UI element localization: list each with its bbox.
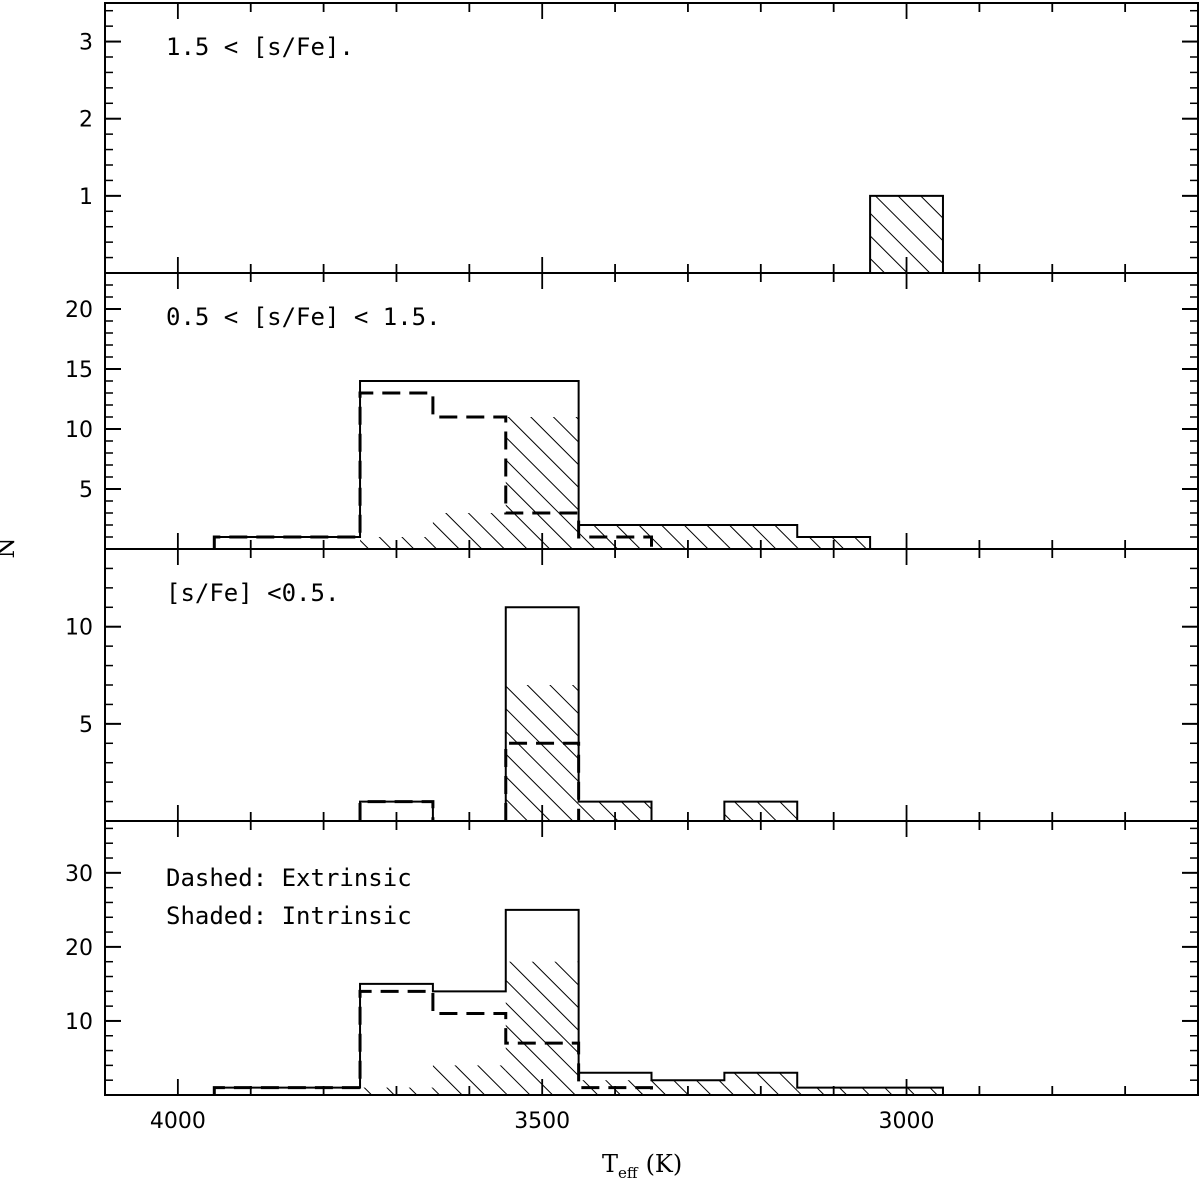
total-histogram: [504, 606, 653, 821]
extrinsic-histogram: [212, 391, 653, 549]
x-tick-label: 3500: [514, 1109, 570, 1134]
intrinsic-bar: [505, 685, 579, 821]
y-tick-label: 20: [65, 298, 93, 323]
intrinsic-bar: [505, 417, 579, 549]
x-tick-label: 3000: [879, 1109, 935, 1134]
intrinsic-bar: [578, 801, 652, 821]
y-axis-label: N: [0, 538, 20, 559]
panel-label: 1.5 < [s/Fe].: [166, 33, 354, 61]
x-tick-label: 4000: [150, 1109, 206, 1134]
panel-label: 0.5 < [s/Fe] < 1.5.: [166, 303, 441, 331]
axes-layer: 1 2 3 1.5 < [s/Fe]. 5 10 15 20 0.5 < [s/Fe] < 1.…: [65, 2, 1199, 1134]
panel-frame-4: [104, 820, 1199, 1096]
y-tick-label: 3: [79, 31, 93, 56]
panel-4: [212, 908, 944, 1095]
panel-label-2: Shaded: Intrinsic: [166, 902, 412, 930]
y-tick-label: 20: [65, 936, 93, 961]
y-tick-label: 2: [79, 108, 93, 133]
y-tick-label: 5: [79, 713, 93, 738]
y-tick-label: 15: [65, 358, 93, 383]
extrinsic-histogram: [504, 741, 581, 821]
x-axis-label-unit: (K): [646, 1150, 683, 1178]
panel-3: [358, 606, 799, 821]
y-tick-label: 10: [65, 616, 93, 641]
panel-label: [s/Fe] <0.5.: [166, 579, 339, 607]
extrinsic-histogram: [212, 989, 653, 1095]
total-histogram: [723, 800, 799, 821]
intrinsic-bar: [724, 801, 798, 821]
y-tick-label: 10: [65, 1010, 93, 1035]
y-tick-label: 1: [79, 185, 93, 210]
x-axis-label-sub: eff: [618, 1164, 639, 1181]
panel-label: Dashed: Extrinsic: [166, 864, 412, 892]
panel-2: [212, 380, 872, 549]
x-axis-label: Teff (K): [602, 1150, 682, 1181]
y-tick-label: 5: [79, 478, 93, 503]
intrinsic-bar: [724, 1072, 798, 1095]
y-tick-label: 30: [65, 862, 93, 887]
total-histogram: [213, 908, 944, 1095]
y-tick-label: 10: [65, 418, 93, 443]
x-axis-label-main: T: [602, 1150, 618, 1178]
extrinsic-histogram: [358, 800, 435, 821]
intrinsic-bar: [505, 961, 579, 1095]
